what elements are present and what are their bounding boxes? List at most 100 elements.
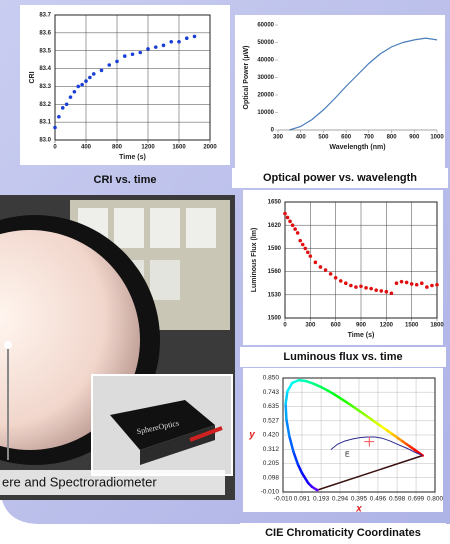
y-axis-label: CRI: [29, 71, 36, 83]
x-tick-label: 1200: [380, 323, 394, 329]
y-axis-label: y: [248, 430, 255, 441]
x-tick-label: 500: [318, 135, 329, 141]
point: [318, 265, 323, 269]
point: [88, 75, 92, 80]
locus-segment: [319, 385, 330, 392]
point: [394, 281, 399, 286]
point: [430, 283, 434, 288]
point: [364, 286, 368, 290]
x-tick-label: 0.598: [389, 496, 406, 503]
x-axis-label: Time (s): [348, 332, 375, 339]
point: [379, 289, 384, 293]
point: [369, 286, 373, 291]
caption-strip: [240, 523, 446, 543]
x-tick-label: 300: [305, 323, 316, 329]
x-tick-label: 300: [273, 135, 284, 141]
x-tick-label: 2000: [203, 145, 217, 151]
caption-strip: [240, 347, 446, 367]
purple-line: [317, 454, 423, 491]
y-tick-label: 83.2: [39, 102, 51, 108]
x-tick-label: 0.699: [408, 496, 425, 503]
chart-caption: Luminous flux vs. time: [283, 351, 402, 363]
plot-frame: [54, 14, 211, 141]
point: [435, 282, 439, 287]
point: [64, 102, 69, 107]
point: [53, 125, 57, 130]
y-tick-label: 1650: [268, 200, 282, 206]
y-tick-label: -0.010: [261, 489, 280, 496]
chart-caption: Optical power vs. wavelength: [263, 172, 417, 184]
y-tick-label: 83.5: [39, 48, 51, 54]
y-tick-label: 10000: [257, 110, 274, 116]
point: [374, 288, 379, 292]
point: [288, 219, 292, 224]
x-tick-label: 1600: [172, 145, 186, 151]
y-tick-label: 1560: [268, 269, 282, 275]
y-tick-label: 83.1: [39, 120, 51, 126]
x-tick-label: 1500: [405, 323, 419, 329]
point: [115, 59, 119, 64]
locus-segment: [292, 450, 300, 466]
y-tick-label: 83.3: [39, 84, 51, 90]
y-tick-label: 40000: [257, 58, 274, 64]
line: [289, 37, 438, 131]
point: [72, 89, 77, 94]
point: [344, 281, 348, 286]
locus-segment: [346, 402, 357, 410]
locus-segment: [297, 378, 308, 383]
x-axis-label: Wavelength (nm): [329, 144, 385, 151]
point: [359, 284, 363, 289]
x-tick-label: 0.496: [370, 496, 387, 503]
point: [68, 95, 73, 99]
point: [354, 285, 358, 289]
y-tick-label: 0.743: [263, 389, 280, 396]
point: [84, 79, 88, 83]
x-tick-label: 0.193: [313, 496, 330, 503]
plot-frame: [284, 201, 438, 319]
y-tick-label: 1620: [268, 223, 282, 229]
chart: CIE Chromaticity Coordinates -0.010 0.098 0…: [240, 368, 446, 543]
x-tick-label: 1000: [430, 135, 444, 141]
y-tick-label: 0.635: [263, 403, 280, 410]
y-tick-label: 20000: [257, 93, 274, 99]
point: [184, 36, 189, 41]
point: [306, 250, 310, 255]
y-tick-label: 30000: [257, 75, 274, 81]
y-tick-label: 50000: [257, 40, 274, 46]
y-tick-label: 0: [271, 128, 275, 134]
point: [146, 47, 150, 51]
point: [76, 84, 81, 89]
locus-segment: [285, 418, 291, 438]
y-tick-label: 0.098: [263, 474, 280, 481]
chart-caption: CRI vs. time: [94, 174, 157, 186]
chart: Luminous flux vs. time 1500 1530 1560 1590 16…: [240, 190, 446, 367]
point: [138, 50, 143, 55]
point: [153, 45, 158, 49]
chart: CRI vs. time 83.0 83.1 83.2 83.3 83.4 83.5 83.6…: [20, 5, 230, 186]
point: [290, 223, 295, 227]
x-axis-label: x: [355, 504, 362, 515]
point: [192, 34, 197, 39]
y-tick-label: 83.0: [39, 138, 51, 144]
point: [177, 39, 181, 44]
point: [323, 268, 328, 272]
point: [349, 283, 353, 288]
locus-segment: [312, 382, 323, 389]
point: [60, 106, 65, 110]
x-tick-label: 400: [81, 145, 92, 151]
locus-segment: [288, 434, 295, 453]
y-tick-label: 1530: [268, 292, 282, 298]
locus-segment: [300, 471, 310, 485]
x-tick-label: 0.294: [332, 496, 349, 503]
locus-segment: [333, 393, 343, 401]
y-tick-label: 0.850: [263, 375, 280, 382]
x-tick-label: 0: [283, 323, 287, 329]
point: [333, 275, 338, 280]
annotation: E: [345, 451, 350, 458]
locus-segment: [326, 389, 337, 396]
chart-panel: [243, 190, 443, 345]
locus-segment: [284, 389, 289, 406]
chart: Optical power vs. wavelength 0 10000 20000 3…: [232, 15, 448, 188]
point: [313, 260, 318, 265]
